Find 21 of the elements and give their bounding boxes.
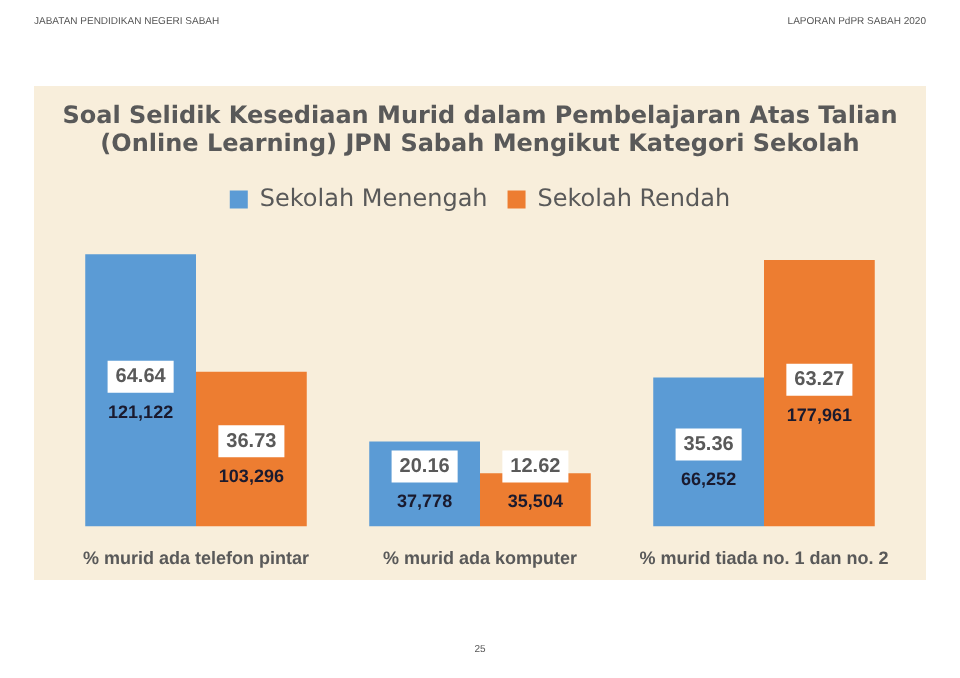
bar [85,254,196,527]
annotation: 35,504 [507,491,563,512]
x-tick-label: % murid ada komputer [382,548,578,569]
text: (Online Learning) JPN Sabah Mengikut Kategori Sekolah [100,129,860,158]
x-tick-label: % murid ada telefon pintar [82,548,311,569]
data-label: 36.73 [226,430,278,453]
data-label: 20.16 [399,455,451,478]
data-label: 35.36 [683,434,735,456]
annotation: 177,961 [786,404,852,425]
x-tick-label: % murid tiada no. 1 dan no. 2 [639,548,889,569]
data-label: 63.27 [794,369,846,392]
data-label: 64.64 [115,366,167,389]
annotation: 66,252 [681,469,737,490]
legend-label: Sekolah Rendah [537,183,731,212]
annotation: 103,296 [218,466,284,487]
bar [764,259,875,527]
text: Soal Selidik Kesediaan Murid dalam Pembelajaran Atas Talian [62,100,898,129]
annotation: 37,778 [397,491,453,512]
legend-label: Sekolah Menengah [259,183,488,212]
data-label: 12.62 [510,455,562,478]
annotation: 121,122 [108,401,174,422]
